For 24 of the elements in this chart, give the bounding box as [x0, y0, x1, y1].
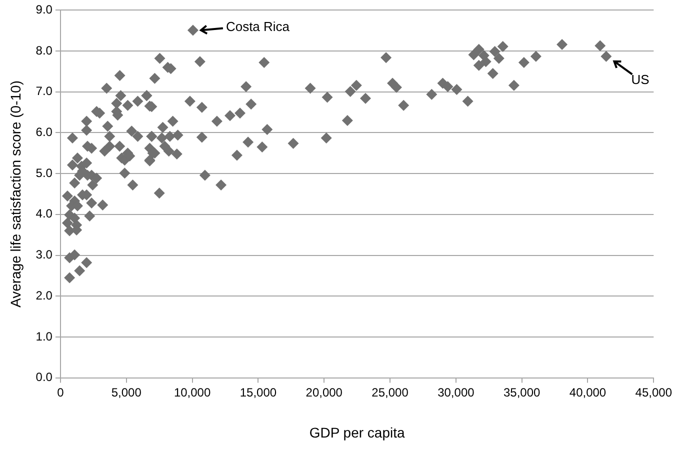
x-tick-label: 0: [57, 385, 64, 400]
x-tick-label: 45,000: [635, 385, 672, 400]
annotation: US: [631, 72, 650, 87]
x-axis-title: GDP per capita: [309, 424, 405, 440]
y-tick-label: 2.0: [36, 288, 53, 302]
annotation: Costa Rica: [226, 18, 290, 34]
x-tick-label: 30,000: [438, 385, 475, 400]
y-tick-label: 4.0: [36, 206, 53, 221]
y-axis-title: Average life satisfaction score (0-10): [7, 80, 24, 308]
y-tick-label: 9.0: [36, 2, 53, 17]
y-tick-label: 7.0: [36, 84, 53, 98]
y-tick-label: 8.0: [36, 43, 53, 58]
x-tick-label: 20,000: [306, 385, 343, 400]
x-tick-label: 25,000: [372, 385, 409, 400]
x-tick-label: 35,000: [503, 385, 541, 400]
x-tick-label: 5,000: [111, 385, 142, 400]
y-tick-label: 1.0: [36, 329, 53, 344]
y-tick-label: 5.0: [36, 166, 53, 180]
y-tick-label: 6.0: [36, 125, 53, 140]
y-tick-label: 0.0: [36, 370, 53, 384]
x-tick-label: 10,000: [174, 385, 211, 400]
x-tick-label: 15,000: [240, 385, 277, 400]
y-tick-label: 3.0: [36, 248, 53, 262]
x-tick-label: 40,000: [569, 385, 606, 400]
